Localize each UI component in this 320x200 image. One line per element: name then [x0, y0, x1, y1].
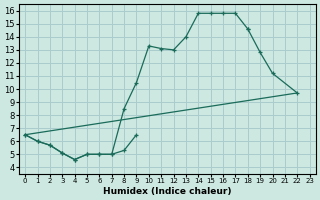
X-axis label: Humidex (Indice chaleur): Humidex (Indice chaleur)	[103, 187, 232, 196]
